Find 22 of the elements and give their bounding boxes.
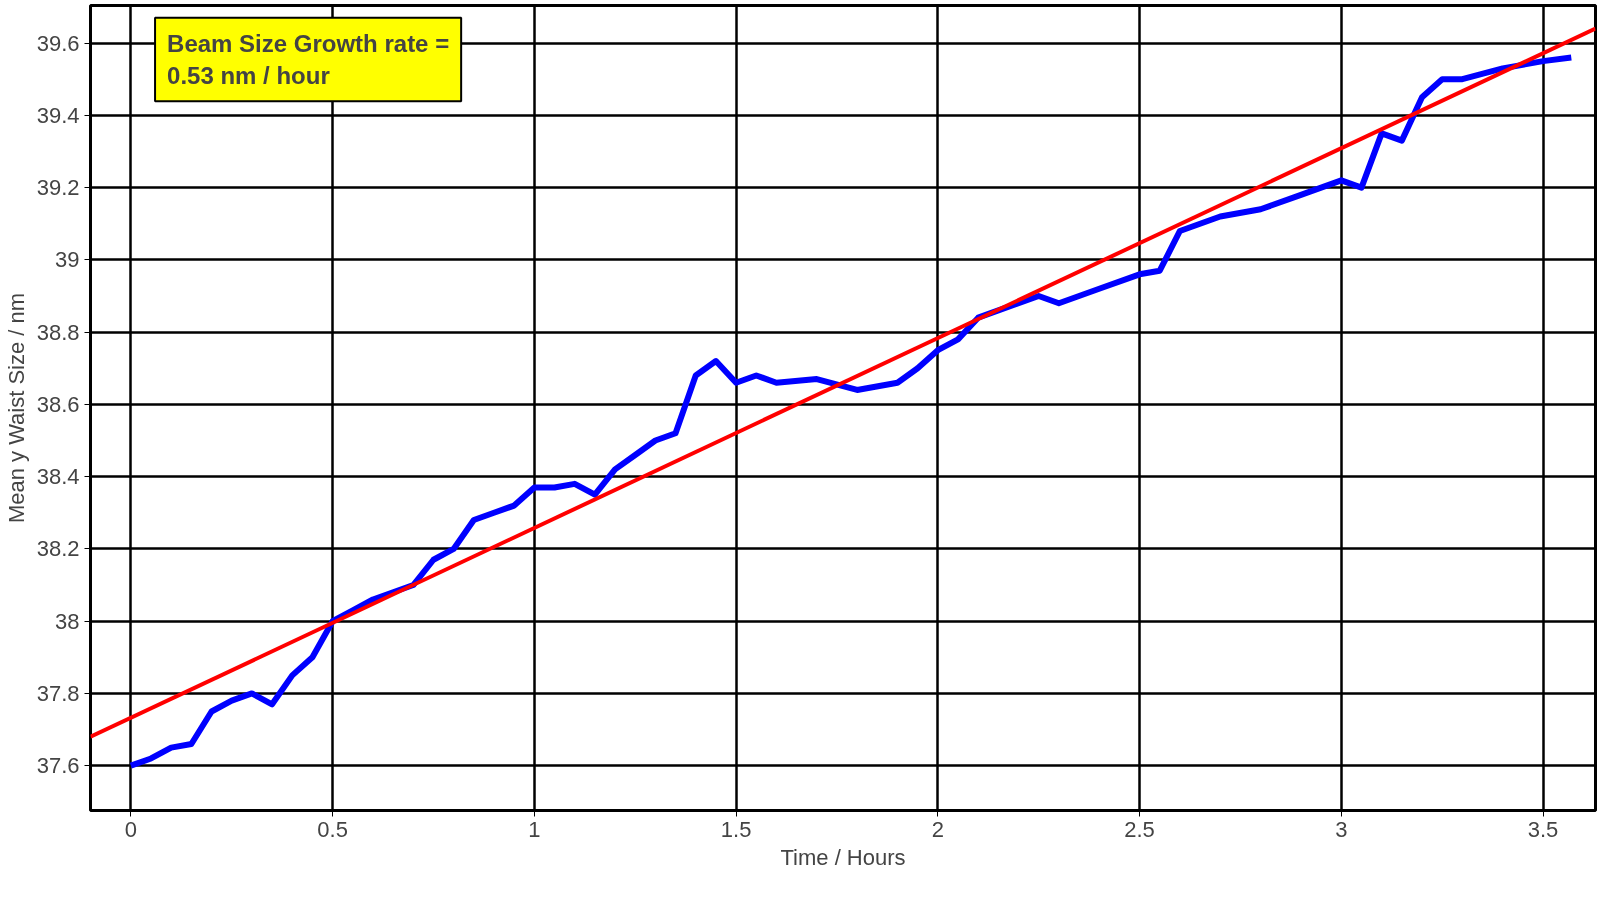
y-tick-label: 39.4 [36,102,80,128]
y-tick-label: 37.6 [36,753,80,779]
x-tick-label: 1 [528,816,541,842]
y-tick-label: 38.4 [36,464,80,490]
y-tick-label: 38.8 [36,319,80,345]
y-tick-label: 39.2 [36,175,80,201]
y-tick-label: 38.6 [36,391,80,417]
y-tick-label: 39.6 [36,30,80,56]
x-tick-label: 2 [931,816,944,842]
x-tick-label: 2.5 [1124,816,1155,842]
x-tick-label: 3.5 [1527,816,1559,842]
x-tick-label: 3 [1335,816,1348,842]
y-tick-label: 39 [55,247,80,273]
annotation: Beam Size Growth rate = 0.53 nm / hour [167,29,450,90]
y-tick-label: 38.2 [36,536,80,562]
y-tick-label: 38 [55,608,80,634]
x-tick-label: 0 [124,816,137,842]
y-tick-label: 37.8 [36,680,80,706]
x-tick-label: 1.5 [720,816,752,842]
x-tick-label: 0.5 [317,816,348,842]
y-axis-title: Mean y Waist Size / nm [3,292,29,524]
x-axis-title: Time / Hours [780,844,906,870]
